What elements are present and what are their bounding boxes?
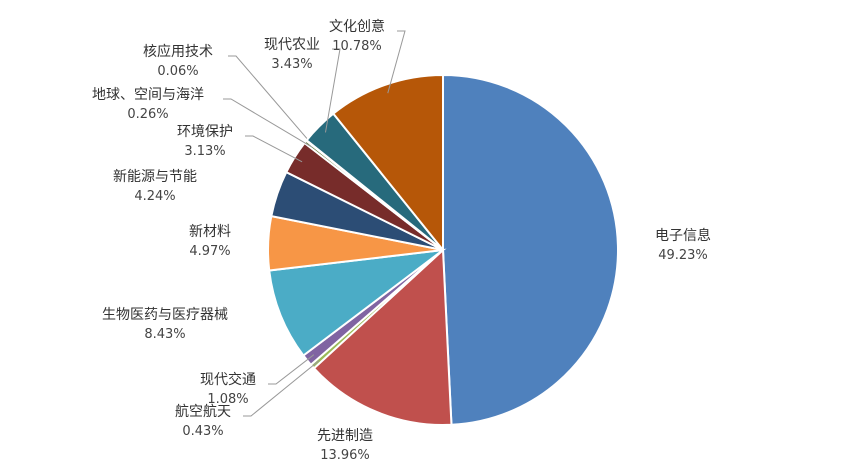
leader-line <box>243 360 320 417</box>
slice-label: 文化创意 10.78% <box>307 17 407 57</box>
value-label: 4.24% <box>134 189 176 204</box>
pie-slice <box>268 248 447 357</box>
value-label: 49.23% <box>658 248 708 263</box>
category-label: 航空航天 <box>175 404 231 420</box>
slice-label: 先进制造 13.96% <box>295 426 395 466</box>
value-label: 10.78% <box>332 39 382 54</box>
slice-label: 现代交通 1.08% <box>178 370 278 410</box>
leader-line <box>223 98 313 148</box>
slice-label: 新能源与节能 4.24% <box>85 167 225 207</box>
category-label: 生物医药与医疗器械 <box>102 307 228 323</box>
slice-label: 现代农业 3.43% <box>242 35 342 75</box>
category-label: 先进制造 <box>317 428 373 444</box>
leader-line <box>324 48 341 133</box>
value-label: 3.43% <box>271 57 313 72</box>
value-label: 0.26% <box>127 107 169 122</box>
leader-line <box>268 354 315 385</box>
category-label: 地球、空间与海洋 <box>92 87 204 103</box>
pie-slice <box>312 247 453 426</box>
pie-slice <box>331 73 444 253</box>
leader-line <box>228 55 314 147</box>
value-label: 13.96% <box>320 448 370 463</box>
slice-label: 航空航天 0.43% <box>153 402 253 442</box>
value-label: 4.97% <box>189 244 231 259</box>
slice-label: 新材料 4.97% <box>160 222 260 262</box>
value-label: 1.08% <box>207 392 249 407</box>
category-label: 新材料 <box>189 224 231 240</box>
category-label: 环境保护 <box>177 124 233 140</box>
category-label: 现代交通 <box>200 372 256 388</box>
category-label: 核应用技术 <box>143 44 213 60</box>
category-label: 电子信息 <box>655 228 711 244</box>
slice-label: 核应用技术 0.06% <box>118 42 238 82</box>
category-label: 文化创意 <box>329 19 385 35</box>
leader-line <box>387 30 406 94</box>
slice-label: 生物医药与医疗器械 8.43% <box>100 305 230 345</box>
category-label: 现代农业 <box>264 37 320 53</box>
value-label: 3.13% <box>184 144 226 159</box>
value-label: 0.06% <box>157 64 199 79</box>
leader-line <box>245 135 303 163</box>
slice-label: 地球、空间与海洋 0.26% <box>63 85 233 125</box>
pie-slice <box>442 73 619 426</box>
value-label: 0.43% <box>182 424 224 439</box>
slice-label: 环境保护 3.13% <box>155 122 255 162</box>
slice-label: 电子信息 49.23% <box>623 226 743 266</box>
value-label: 8.43% <box>144 327 186 342</box>
category-label: 新能源与节能 <box>113 169 197 185</box>
